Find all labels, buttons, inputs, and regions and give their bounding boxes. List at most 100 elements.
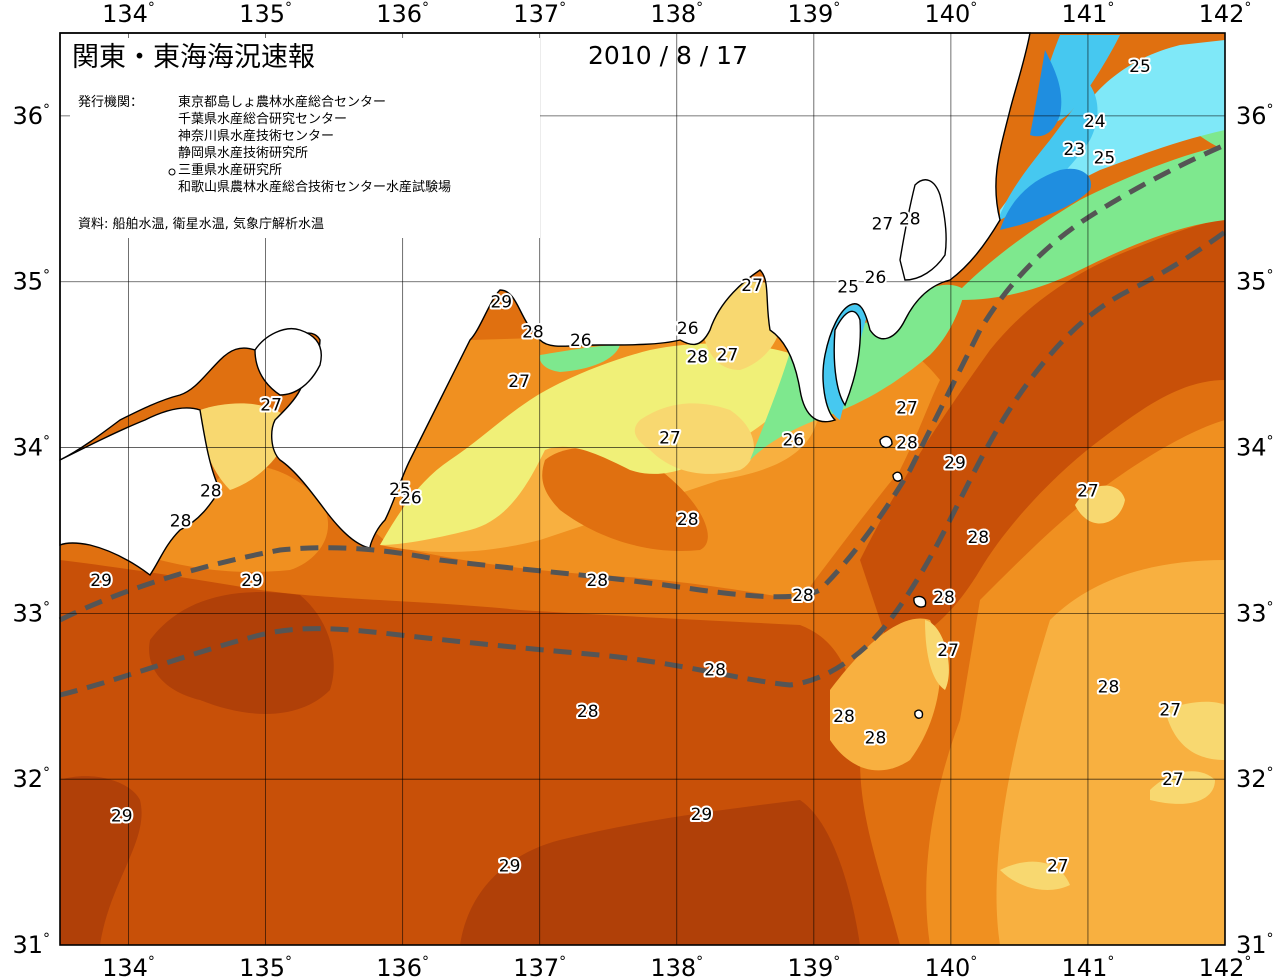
zone-24-northeast: [1000, 85, 1098, 220]
publisher-org: 千葉県水産総合研究センター: [178, 111, 347, 127]
land-hachijo: [914, 709, 924, 719]
lat-tick-right: 34°: [1236, 434, 1274, 462]
lon-tick-top: 142°: [1199, 0, 1252, 28]
zone-27-suruga: [634, 403, 754, 474]
zone-28-izu: [830, 618, 941, 771]
lon-tick-top: 137°: [513, 0, 566, 28]
isotherm-label: 29: [691, 805, 713, 825]
isotherm-label: 28: [833, 707, 855, 727]
lon-tick-bottom: 134°: [102, 954, 155, 980]
isotherm-label: 28: [200, 482, 222, 502]
isotherm-label: 26: [782, 430, 804, 450]
lat-tick-right: 35°: [1236, 268, 1274, 296]
isotherm-label: 26: [677, 319, 699, 339]
kuroshio-offshore-axis: [59, 229, 1227, 698]
lat-tick-left: 35°: [12, 268, 50, 296]
isotherm-label: 29: [944, 454, 966, 474]
publisher-org: 神奈川県水産技術センター: [178, 128, 334, 144]
map-title: 関東・東海海況速報: [72, 42, 315, 73]
publisher-org: 静岡県水産技術研究所: [178, 145, 308, 161]
publisher-label: 発行機関：: [78, 95, 143, 110]
lon-tick-top: 139°: [787, 0, 840, 28]
axis-tick-labels: 134° 134° 135° 135° 136° 136° 137° 137° 138° 138°…: [12, 0, 1273, 980]
zone-23-kashima: [1030, 50, 1062, 137]
publisher-orgs: 東京都島しょ農林水産総合センター 千葉県水産総合研究センター 神奈川県水産技術セ…: [168, 94, 451, 195]
zone-23-northeast: [1000, 168, 1091, 230]
lat-tick-left: 33°: [12, 599, 50, 627]
lat-tick-left: 32°: [12, 765, 50, 793]
issuer-marker-icon: [168, 168, 176, 176]
map-date: 2010 / 8 / 17: [588, 41, 748, 70]
lon-tick-top: 135°: [239, 0, 292, 28]
lon-tick-top: 134°: [102, 0, 155, 28]
isotherm-label: 27: [260, 395, 282, 415]
zone-27-enshu: [380, 343, 810, 545]
isotherm-label: 26: [865, 268, 887, 288]
lon-tick-top: 140°: [924, 0, 977, 28]
isotherm-label: 27: [937, 641, 959, 661]
isotherm-label: 28: [1098, 677, 1120, 697]
isotherm-label: 28: [704, 661, 726, 681]
isotherm-label: 27: [1159, 701, 1181, 721]
lon-tick-bottom: 142°: [1199, 954, 1252, 980]
isotherm-label: 25: [389, 480, 411, 500]
lon-tick-bottom: 139°: [787, 954, 840, 980]
lat-tick-right: 36°: [1236, 102, 1274, 130]
kuroshio-main-axis: [58, 142, 1226, 623]
zone-26-ise: [539, 345, 620, 372]
lat-tick-left: 36°: [12, 102, 50, 130]
isotherm-label: 28: [170, 512, 192, 532]
isotherm-label: 26: [570, 331, 592, 351]
isotherm-label: 27: [717, 346, 739, 366]
isotherm-label: 29: [90, 571, 112, 591]
land-miyake: [913, 595, 927, 608]
isotherm-label: 27: [1162, 770, 1184, 790]
zone-29-deep-southwest: [60, 776, 142, 945]
isotherm-label: 28: [896, 434, 918, 454]
zone-27-far-east-1: [1165, 701, 1225, 760]
land-oshima: [879, 435, 893, 449]
isotherm-label: 26: [400, 488, 422, 508]
map-frame: [59, 32, 1226, 946]
land-izu: [833, 310, 862, 407]
lon-tick-bottom: 141°: [1062, 954, 1115, 980]
isotherm-label: 28: [522, 323, 544, 343]
isotherm-label: 27: [1077, 482, 1099, 502]
lon-tick-top: 141°: [1062, 0, 1115, 28]
isotherm-label: 25: [1129, 57, 1151, 77]
lon-tick-top: 138°: [650, 0, 703, 28]
zone-28-shelf-west: [160, 466, 329, 572]
isotherm-label: 27: [508, 372, 530, 392]
isotherm-label: 28: [933, 588, 955, 608]
land-boso: [899, 179, 947, 281]
isotherm-label: 29: [241, 571, 263, 591]
isotherm-label: 27: [1047, 856, 1069, 876]
publisher-org: 東京都島しょ農林水産総合センター: [178, 94, 386, 110]
zone-26-boso-east: [960, 145, 1225, 300]
lon-tick-bottom: 137°: [513, 954, 566, 980]
isotherm-label: 29: [490, 293, 512, 313]
land-awaji: [254, 328, 322, 396]
lat-tick-left: 34°: [12, 434, 50, 462]
zone-28-far-east: [996, 560, 1225, 945]
title-block-bg: [70, 38, 540, 238]
zone-29-deep-west: [149, 592, 334, 714]
isotherm-label: 23: [1063, 140, 1085, 160]
data-source-note: 資料: 船舶水温, 衛星水温, 気象庁解析水温: [78, 216, 324, 232]
lon-tick-bottom: 138°: [650, 954, 703, 980]
lat-tick-right: 32°: [1236, 765, 1274, 793]
kuroshio-path: [58, 142, 1227, 698]
zone-27-southeast: [1000, 861, 1070, 890]
isotherm-label: 24: [1084, 112, 1106, 132]
isotherm-label: 28: [967, 528, 989, 548]
lon-tick-top: 136°: [376, 0, 429, 28]
land-shikoku: [59, 407, 221, 577]
isotherm-label: 27: [872, 215, 894, 235]
isotherm-label: 28: [677, 510, 699, 530]
lat-tick-right: 31°: [1236, 931, 1274, 959]
isotherm-label: 27: [896, 399, 918, 419]
isotherm-label: 29: [111, 807, 133, 827]
lat-tick-left: 31°: [12, 931, 50, 959]
